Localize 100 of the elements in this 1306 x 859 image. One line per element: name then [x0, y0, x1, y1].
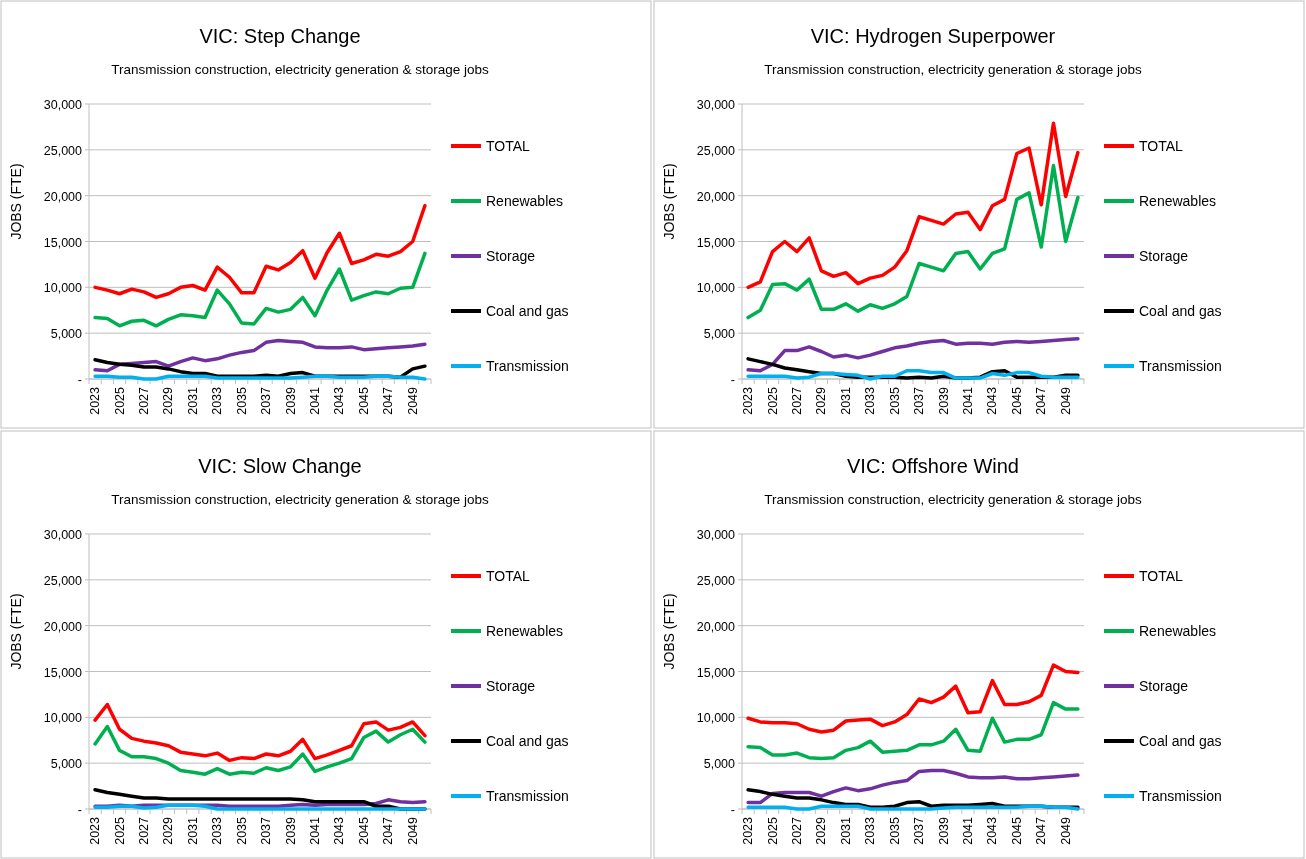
x-tick-label: 2035 [234, 386, 249, 415]
x-tick-label: 2041 [307, 816, 322, 845]
x-tick-label: 2041 [960, 816, 975, 845]
y-axis-title: JOBS (FTE) [661, 163, 677, 240]
x-tick-label: 2041 [960, 386, 975, 415]
x-tick-label: 2045 [356, 386, 371, 415]
x-tick-label: 2037 [912, 386, 927, 415]
chart-title: VIC: Slow Change [198, 455, 362, 477]
x-tick-label: 2029 [161, 816, 176, 845]
x-tick-label: 2041 [307, 386, 322, 415]
x-tick-label: 2031 [838, 386, 853, 415]
y-tick-label: 15,000 [696, 235, 736, 250]
x-tick-label: 2023 [741, 386, 756, 415]
chart-subtitle: Transmission construction, electricity generation & storage jobs [764, 492, 1143, 507]
y-tick-label: 10,000 [43, 281, 83, 296]
legend-label: Renewables [1139, 623, 1217, 639]
x-tick-label: 2049 [405, 386, 420, 415]
x-tick-label: 2043 [985, 816, 1000, 845]
line-series [93, 251, 427, 328]
y-tick-label: 20,000 [43, 189, 83, 204]
line-series [746, 121, 1080, 290]
x-tick-label: 2033 [210, 386, 225, 415]
line-series [746, 369, 1080, 381]
chart-subtitle: Transmission construction, electricity generation & storage jobs [111, 62, 490, 77]
x-tick-label: 2049 [1058, 816, 1073, 845]
line-series [93, 702, 427, 763]
y-tick-label: 20,000 [696, 189, 736, 204]
x-tick-label: 2029 [814, 386, 829, 415]
y-tick-label: 10,000 [696, 281, 736, 296]
line-series [93, 204, 427, 300]
legend-label: TOTAL [1139, 568, 1184, 584]
legend-label: Coal and gas [1139, 733, 1222, 749]
x-tick-label: 2047 [381, 816, 396, 845]
line-series [746, 336, 1080, 373]
chart-title: VIC: Hydrogen Superpower [810, 25, 1056, 47]
x-tick-label: 2033 [210, 816, 225, 845]
x-tick-label: 2039 [936, 386, 951, 415]
y-tick-label: 15,000 [43, 235, 83, 250]
y-tick-label: 5,000 [703, 327, 736, 342]
x-tick-label: 2027 [789, 816, 804, 845]
x-tick-label: 2049 [405, 816, 420, 845]
y-tick-label: 30,000 [696, 98, 736, 112]
legend-label: TOTAL [1139, 138, 1184, 154]
x-tick-label: 2045 [1009, 386, 1024, 415]
x-tick-label: 2039 [283, 386, 298, 415]
x-tick-label: 2031 [185, 816, 200, 845]
legend-label: Coal and gas [1139, 303, 1222, 319]
x-tick-label: 2047 [1034, 816, 1049, 845]
x-tick-label: 2033 [863, 386, 878, 415]
line-series [93, 724, 427, 776]
x-tick-label: 2035 [887, 386, 902, 415]
y-tick-label: 30,000 [696, 528, 736, 542]
y-tick-label: 10,000 [696, 711, 736, 726]
y-tick-label: - [77, 803, 82, 817]
legend-label: Coal and gas [486, 303, 569, 319]
x-tick-label: 2035 [887, 816, 902, 845]
legend-label: Renewables [486, 193, 564, 209]
chart-title: VIC: Step Change [199, 25, 361, 47]
x-tick-label: 2033 [863, 816, 878, 845]
line-series [746, 700, 1080, 761]
y-tick-label: 5,000 [50, 757, 83, 772]
legend-label: Storage [1139, 678, 1189, 694]
x-tick-label: 2043 [985, 386, 1000, 415]
x-tick-label: 2025 [112, 816, 127, 845]
x-tick-label: 2027 [136, 816, 151, 845]
y-tick-label: - [730, 373, 735, 387]
x-tick-label: 2037 [259, 816, 274, 845]
x-tick-label: 2049 [1058, 386, 1073, 415]
legend-label: Renewables [486, 623, 564, 639]
x-tick-label: 2029 [814, 816, 829, 845]
y-axis-title: JOBS (FTE) [8, 163, 24, 240]
legend-label: Coal and gas [486, 733, 569, 749]
y-tick-label: 25,000 [696, 573, 736, 588]
chart-subtitle: Transmission construction, electricity generation & storage jobs [111, 492, 490, 507]
x-tick-label: 2043 [332, 386, 347, 415]
legend-label: TOTAL [486, 568, 531, 584]
x-tick-label: 2027 [136, 386, 151, 415]
x-tick-label: 2035 [234, 816, 249, 845]
x-tick-label: 2047 [1034, 386, 1049, 415]
line-series [746, 163, 1080, 320]
legend-label: Storage [486, 678, 536, 694]
x-tick-label: 2027 [789, 386, 804, 415]
x-tick-label: 2025 [112, 386, 127, 415]
y-tick-label: 30,000 [43, 528, 83, 542]
x-tick-label: 2031 [838, 816, 853, 845]
y-tick-label: 25,000 [43, 143, 83, 158]
x-tick-label: 2047 [381, 386, 396, 415]
x-tick-label: 2045 [1009, 816, 1024, 845]
y-tick-label: 5,000 [703, 757, 736, 772]
legend-label: Renewables [1139, 193, 1217, 209]
x-tick-label: 2045 [356, 816, 371, 845]
legend-label: Transmission [486, 788, 569, 804]
x-tick-label: 2039 [936, 816, 951, 845]
y-tick-label: 30,000 [43, 98, 83, 112]
y-tick-label: - [77, 373, 82, 387]
y-axis-title: JOBS (FTE) [661, 593, 677, 670]
y-tick-label: 10,000 [43, 711, 83, 726]
legend-label: TOTAL [486, 138, 531, 154]
legend-label: Storage [1139, 248, 1189, 264]
y-tick-label: 25,000 [696, 143, 736, 158]
